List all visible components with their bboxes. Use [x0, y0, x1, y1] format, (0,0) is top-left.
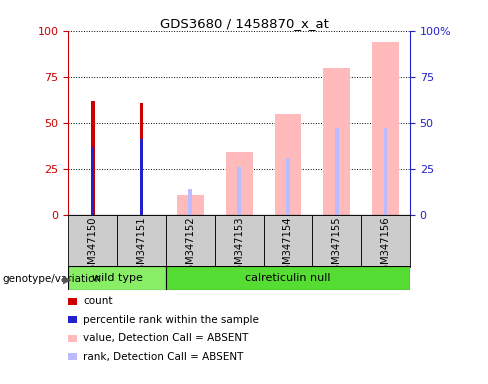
Bar [225, 152, 253, 215]
Text: GSM347153: GSM347153 [234, 216, 244, 276]
Bar [68, 215, 117, 267]
Bar [140, 139, 143, 215]
Text: genotype/variation: genotype/variation [2, 274, 102, 284]
Text: GSM347152: GSM347152 [185, 216, 195, 277]
Text: GDS3680 / 1458870_x_at: GDS3680 / 1458870_x_at [160, 17, 328, 30]
Bar [215, 215, 264, 267]
Bar [188, 189, 192, 215]
Bar [323, 68, 350, 215]
Bar [91, 101, 95, 215]
Bar [312, 215, 361, 267]
Text: percentile rank within the sample: percentile rank within the sample [83, 315, 259, 325]
Bar [140, 103, 143, 215]
Bar [286, 158, 290, 215]
Bar [117, 215, 166, 267]
Bar [166, 266, 410, 290]
Bar [237, 167, 241, 215]
Bar [384, 128, 387, 215]
Text: GSM347150: GSM347150 [88, 216, 98, 276]
Text: ▶: ▶ [63, 274, 72, 284]
Text: GSM347156: GSM347156 [381, 216, 390, 277]
Text: GSM347155: GSM347155 [332, 216, 342, 277]
Bar [177, 195, 203, 215]
Text: GSM347151: GSM347151 [137, 216, 146, 277]
Text: GSM347154: GSM347154 [283, 216, 293, 276]
Bar [68, 266, 166, 290]
Bar [372, 42, 399, 215]
Bar [91, 147, 94, 215]
Text: value, Detection Call = ABSENT: value, Detection Call = ABSENT [83, 333, 248, 343]
Bar [335, 128, 339, 215]
Text: wild type: wild type [92, 273, 142, 283]
Bar [361, 215, 410, 267]
Bar [166, 215, 215, 267]
Text: calreticulin null: calreticulin null [245, 273, 331, 283]
Bar [264, 215, 312, 267]
Text: rank, Detection Call = ABSENT: rank, Detection Call = ABSENT [83, 352, 244, 362]
Text: count: count [83, 296, 112, 306]
Bar [274, 114, 302, 215]
